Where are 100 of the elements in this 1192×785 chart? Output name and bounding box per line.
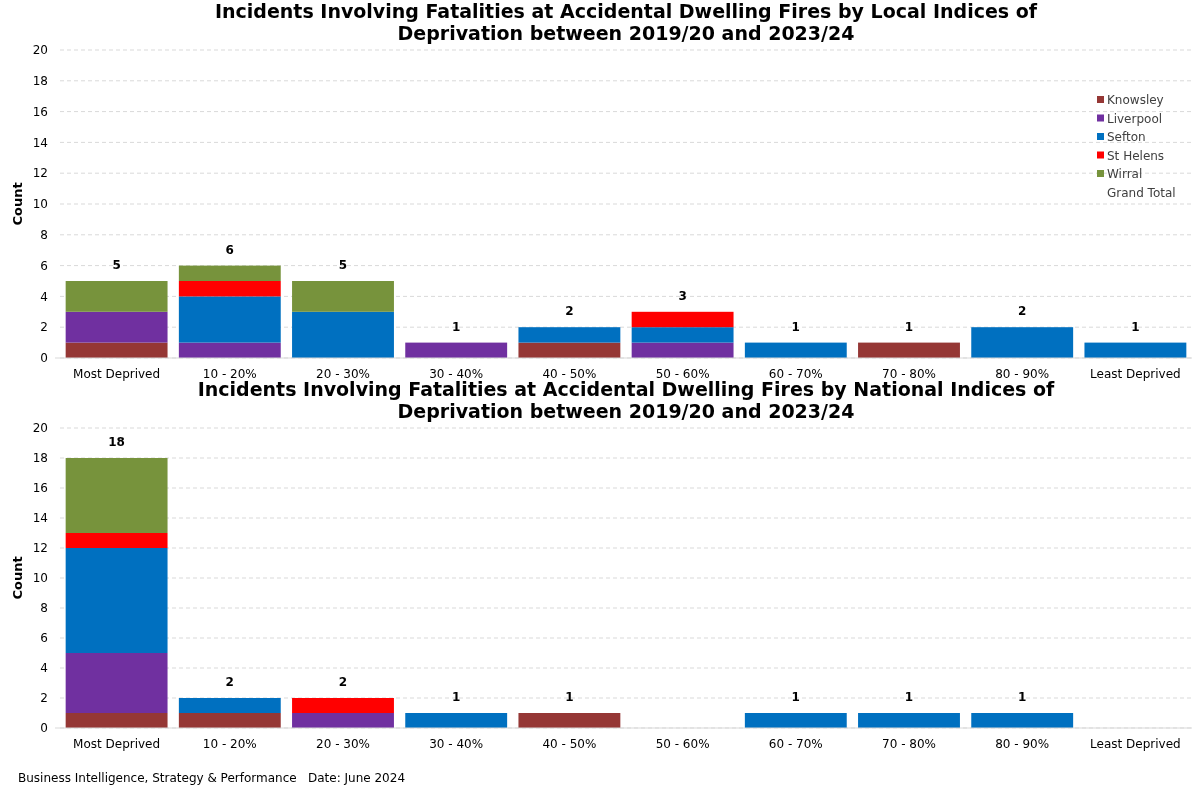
bar bbox=[292, 698, 394, 713]
y-axis-title: Count bbox=[10, 556, 25, 600]
y-tick-label: 12 bbox=[32, 541, 48, 556]
y-tick-label: 4 bbox=[40, 289, 48, 304]
total-label: 1 bbox=[565, 690, 574, 704]
y-tick-label: 14 bbox=[32, 135, 48, 150]
bar bbox=[65, 281, 168, 312]
bar bbox=[65, 311, 168, 343]
bar bbox=[1084, 342, 1187, 358]
y-tick-label: 20 bbox=[32, 421, 48, 436]
text: Grand Total bbox=[1107, 185, 1176, 200]
total-label: 1 bbox=[452, 319, 461, 334]
y-tick-label: 10 bbox=[32, 571, 48, 586]
x-tick-label: 50 - 60% bbox=[655, 367, 710, 381]
total-label: 3 bbox=[678, 288, 687, 303]
legend-label: Sefton bbox=[1107, 130, 1146, 145]
bar bbox=[631, 311, 734, 328]
total-label: 1 bbox=[791, 319, 800, 334]
bar bbox=[178, 296, 281, 343]
bar bbox=[518, 342, 621, 358]
y-tick-label: 20 bbox=[32, 43, 48, 58]
total-label: 1 bbox=[791, 690, 800, 704]
y-tick-label: 2 bbox=[40, 691, 48, 706]
x-tick-label: 20 - 30% bbox=[316, 737, 370, 751]
bar bbox=[971, 713, 1074, 728]
total-label: 1 bbox=[1131, 319, 1140, 334]
legend-label: Wirral bbox=[1107, 167, 1143, 182]
bar bbox=[744, 713, 847, 728]
y-tick-label: 16 bbox=[32, 481, 48, 496]
bar bbox=[971, 327, 1074, 358]
total-label: 2 bbox=[338, 675, 348, 689]
x-tick-label: Most Deprived bbox=[73, 737, 161, 751]
y-tick-label: 10 bbox=[32, 197, 48, 212]
legend-label: Knowsley bbox=[1107, 93, 1164, 108]
bar bbox=[405, 342, 508, 358]
bar bbox=[65, 342, 168, 358]
x-tick-label: 20 - 30% bbox=[316, 367, 370, 381]
total-label: 1 bbox=[452, 690, 461, 704]
x-tick-label: 30 - 40% bbox=[429, 737, 484, 751]
bar bbox=[405, 713, 508, 728]
x-tick-label: 80 - 90% bbox=[995, 737, 1050, 751]
y-tick-label: 8 bbox=[40, 601, 48, 616]
x-tick-label: 60 - 70% bbox=[768, 737, 823, 751]
y-tick-label: 18 bbox=[32, 74, 48, 88]
x-tick-label: 40 - 50% bbox=[542, 367, 597, 381]
text: Business Intelligence, Strategy & Performance bbox=[18, 771, 297, 785]
bar bbox=[292, 713, 394, 728]
total-label: 1 bbox=[904, 319, 914, 334]
x-tick-label: 50 - 60% bbox=[655, 737, 710, 751]
bar bbox=[631, 327, 734, 343]
y-tick-label: 18 bbox=[32, 451, 48, 466]
bar bbox=[744, 342, 847, 358]
bar bbox=[65, 548, 168, 653]
y-tick-label: 8 bbox=[40, 228, 48, 242]
x-tick-label: 70 - 80% bbox=[882, 737, 936, 751]
chart-title: Incidents Involving Fatalities at Accidental Dwelling Fires by National Indices of Deprivation between 2019/20 and 2023/24 bbox=[197, 378, 1056, 422]
x-tick-label: 80 - 90% bbox=[995, 367, 1050, 381]
x-tick-label: Least Deprived bbox=[1090, 367, 1181, 381]
bar bbox=[178, 342, 281, 358]
total-label: 5 bbox=[338, 258, 348, 272]
x-tick-label: Least Deprived bbox=[1090, 737, 1181, 751]
y-tick-label: 6 bbox=[40, 631, 48, 646]
bar bbox=[518, 327, 621, 343]
legend-label: Liverpool bbox=[1107, 111, 1163, 126]
x-tick-label: Most Deprived bbox=[73, 367, 161, 381]
y-tick-label: 14 bbox=[32, 511, 48, 526]
total-label: 5 bbox=[112, 258, 121, 272]
bar bbox=[65, 458, 168, 533]
bar bbox=[858, 342, 960, 358]
total-label: 1 bbox=[904, 690, 914, 704]
bar bbox=[65, 653, 168, 713]
total-label: 2 bbox=[1018, 304, 1027, 319]
bar bbox=[858, 713, 960, 728]
text: Date: June 2024 bbox=[308, 771, 406, 785]
bar bbox=[292, 281, 394, 312]
total-label: 2 bbox=[565, 304, 574, 319]
y-axis-title: Count bbox=[10, 182, 25, 226]
y-tick-label: 6 bbox=[40, 258, 48, 273]
total-label: 2 bbox=[225, 675, 234, 689]
bar bbox=[631, 342, 734, 358]
bar bbox=[178, 281, 281, 297]
chart-title: Incidents Involving Fatalities at Accidental Dwelling Fires by Local Indices of Deprivation between 2019/20 and 2023/24 bbox=[214, 0, 1038, 44]
bar bbox=[65, 533, 168, 548]
bar bbox=[65, 713, 168, 728]
total-label: 1 bbox=[1018, 690, 1027, 704]
x-tick-label: 10 - 20% bbox=[202, 367, 257, 381]
bar bbox=[178, 713, 281, 728]
bar bbox=[518, 713, 621, 728]
y-tick-label: 16 bbox=[32, 104, 48, 119]
legend-label: St Helens bbox=[1107, 148, 1165, 163]
bar bbox=[178, 698, 281, 713]
y-tick-label: 12 bbox=[32, 166, 48, 181]
bar bbox=[178, 265, 281, 281]
x-tick-label: 60 - 70% bbox=[768, 367, 823, 381]
y-tick-label: 0 bbox=[40, 351, 48, 366]
total-label: 18 bbox=[108, 435, 125, 449]
x-tick-label: 70 - 80% bbox=[882, 367, 936, 381]
total-label: 6 bbox=[225, 242, 234, 257]
x-tick-label: 10 - 20% bbox=[202, 737, 257, 751]
x-tick-label: 40 - 50% bbox=[542, 737, 597, 751]
